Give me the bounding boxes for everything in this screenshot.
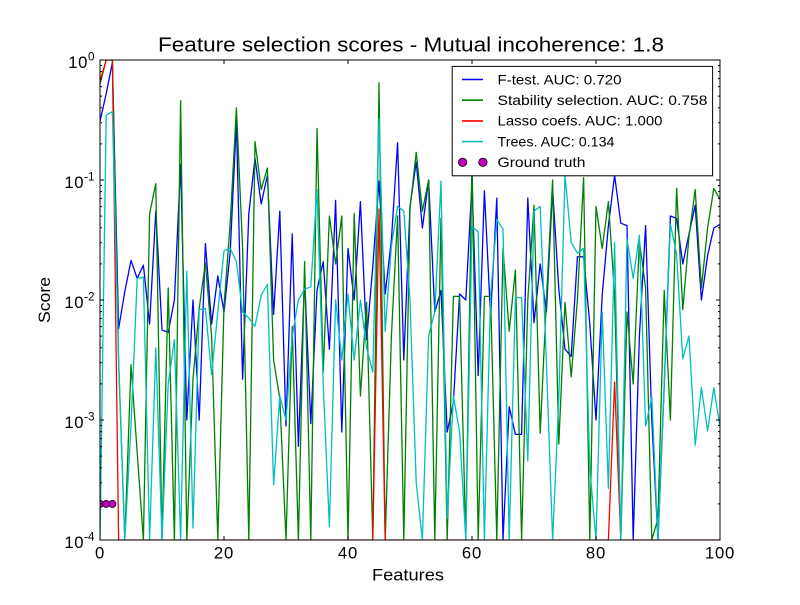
svg-text:20: 20 xyxy=(214,543,234,562)
svg-text:Stability selection. AUC: 0.75: Stability selection. AUC: 0.758 xyxy=(498,93,708,108)
svg-text:100: 100 xyxy=(705,543,735,562)
svg-text:60: 60 xyxy=(462,543,482,562)
svg-text:40: 40 xyxy=(338,543,358,562)
svg-text:Lasso coefs. AUC: 1.000: Lasso coefs. AUC: 1.000 xyxy=(498,114,663,129)
svg-text:F-test. AUC: 0.720: F-test. AUC: 0.720 xyxy=(498,72,622,87)
svg-text:Ground truth: Ground truth xyxy=(498,155,586,170)
svg-text:Trees. AUC: 0.134: Trees. AUC: 0.134 xyxy=(498,134,615,149)
svg-text:80: 80 xyxy=(586,543,606,562)
svg-text:0: 0 xyxy=(95,543,105,562)
svg-text:Feature selection scores - Mut: Feature selection scores - Mutual incohe… xyxy=(158,35,664,57)
svg-text:Score: Score xyxy=(35,277,54,323)
svg-text:Features: Features xyxy=(372,566,444,585)
